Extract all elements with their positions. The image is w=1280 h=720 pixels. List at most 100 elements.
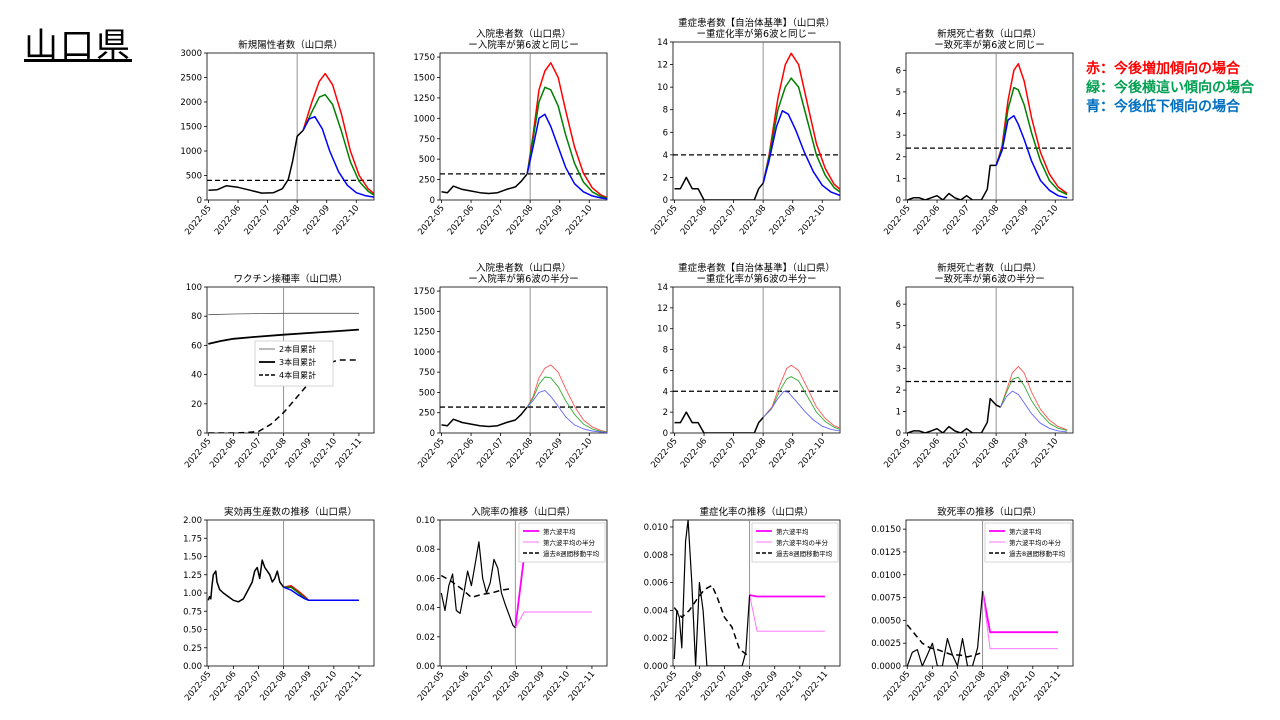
x-tick-label: 2022-11 <box>334 670 364 704</box>
y-tick-label: 0.0050 <box>871 616 901 626</box>
y-tick-label: 0 <box>896 429 901 439</box>
y-tick-label: 1 <box>896 408 901 418</box>
chart-6: 入院患者数（山口県）ー入院率が第6波の半分ー 0 250 500 750 1000 1250… <box>413 262 608 471</box>
x-tick-label: 2022-10 <box>1030 437 1060 471</box>
x-tick-label: 2022-10 <box>331 204 361 238</box>
y-tick-label: 0.0100 <box>871 571 901 581</box>
y-tick-label: 0.00 <box>416 662 435 672</box>
y-tick-label: 0.0000 <box>871 662 901 672</box>
y-tick-label: 1.50 <box>183 553 202 563</box>
chart-1: 新規陽性者数（山口県） 0 500 1000 1500 2000 2500 3000 2022-… <box>180 39 375 238</box>
y-tick-label: 4 <box>896 110 901 120</box>
series-line-0 <box>441 173 528 195</box>
x-tick-label: 2022-08 <box>738 437 768 471</box>
x-tick-label: 2022-09 <box>1001 437 1031 471</box>
y-tick-label: 0.006 <box>644 579 668 589</box>
y-tick-label: 0.002 <box>644 634 668 644</box>
y-tick-label: 1000 <box>413 348 435 358</box>
series-line-0 <box>907 397 1001 433</box>
x-tick-label: 2022-07 <box>708 204 738 238</box>
x-tick-label: 2022-09 <box>1001 204 1031 238</box>
y-tick-label: 6 <box>896 300 901 310</box>
chart-10: 入院率の推移（山口県） 0.00 0.02 0.04 0.06 0.08 0.10 2022-… <box>416 506 608 703</box>
series-line-第六波平均 <box>749 594 825 598</box>
legend-label: 第六波平均の半分 <box>543 538 596 547</box>
series-line-0 <box>441 406 528 428</box>
y-tick-label: 1 <box>896 174 901 184</box>
series-line-2本目累計 <box>208 312 359 316</box>
series-line-過去8週間移動平均 <box>906 624 981 658</box>
series-line-0 <box>907 164 997 200</box>
series-line-第六波平均の半分 <box>749 595 825 632</box>
x-tick-label: 2022-05 <box>649 437 679 471</box>
x-tick-label: 2022-05 <box>183 204 213 238</box>
legend-label: 第六波平均 <box>543 527 576 536</box>
y-tick-label: 0.50 <box>183 626 202 636</box>
x-tick-label: 2022-06 <box>912 437 942 471</box>
y-tick-label: 500 <box>419 388 435 398</box>
series-line-3 <box>283 586 359 602</box>
y-tick-label: 0.0125 <box>871 548 901 558</box>
y-tick-label: 1000 <box>413 114 435 124</box>
y-tick-label: 750 <box>419 368 435 378</box>
x-tick-label: 2022-07 <box>475 437 505 471</box>
y-tick-label: 0 <box>430 429 435 439</box>
y-tick-label: 0 <box>663 196 668 206</box>
page-title: 山口県 <box>24 26 132 66</box>
y-tick-label: 0 <box>663 429 668 439</box>
legend-label: 第六波平均 <box>776 527 809 536</box>
chart-title: 重症化率の推移（山口県） <box>699 506 813 518</box>
y-tick-label: 14 <box>657 38 668 48</box>
x-tick-label: 2022-06 <box>912 204 942 238</box>
series-line-2 <box>762 376 840 430</box>
y-tick-label: 10 <box>657 83 668 93</box>
y-tick-label: 2 <box>663 408 668 418</box>
note-line-red: 赤：今後増加傾向の場合 <box>1086 61 1240 77</box>
y-tick-label: 80 <box>191 312 202 322</box>
chart-title: 新規死亡者数（山口県） <box>937 262 1042 274</box>
series-line-1 <box>762 52 840 191</box>
y-tick-label: 5 <box>896 322 901 332</box>
series-line-3 <box>762 390 840 432</box>
y-tick-label: 2000 <box>180 98 202 108</box>
y-tick-label: 40 <box>191 371 202 381</box>
chart-title: 入院患者数（山口県） <box>476 262 571 274</box>
series-line-3 <box>1000 390 1068 433</box>
chart-title: ワクチン接種率（山口県） <box>233 273 347 285</box>
plot-frame <box>206 52 375 201</box>
legend-label: 過去8週間移動平均 <box>543 549 600 558</box>
y-tick-label: 1250 <box>413 94 435 104</box>
y-tick-label: 0.04 <box>416 604 435 614</box>
x-tick-label: 2022-06 <box>213 204 243 238</box>
y-tick-label: 1.25 <box>183 571 202 581</box>
series-line-1 <box>1000 365 1068 431</box>
y-tick-label: 0.004 <box>644 606 668 616</box>
y-tick-label: 12 <box>657 61 668 71</box>
y-tick-label: 4 <box>896 343 901 353</box>
series-line-0 <box>208 129 304 194</box>
y-tick-label: 1.00 <box>183 589 202 599</box>
y-tick-label: 5 <box>896 88 901 98</box>
series-line-3 <box>673 520 751 666</box>
series-line-2 <box>1000 376 1068 431</box>
chart-title: 重症患者数【自治体基準】（山口県） <box>678 17 835 29</box>
legend-label: 第六波平均の半分 <box>1009 538 1062 547</box>
legend-box <box>518 522 606 563</box>
series-line-2 <box>302 93 374 196</box>
chart-title: 重症患者数【自治体基準】（山口県） <box>678 262 835 274</box>
x-tick-label: 2022-08 <box>505 204 535 238</box>
y-tick-label: 0.75 <box>183 607 202 617</box>
y-tick-label: 0.00 <box>183 662 202 672</box>
legend-label: 過去8週間移動平均 <box>1009 549 1066 558</box>
y-tick-label: 1.75 <box>183 534 202 544</box>
y-tick-label: 2 <box>663 173 668 183</box>
x-tick-label: 2022-05 <box>882 437 912 471</box>
chart-title: 入院患者数（山口県） <box>476 28 571 40</box>
x-tick-label: 2022-09 <box>302 204 332 238</box>
x-tick-label: 2022-09 <box>535 204 565 238</box>
legend-label: 2本目累計 <box>279 344 316 354</box>
y-tick-label: 1000 <box>180 147 202 157</box>
y-tick-label: 100 <box>186 283 202 293</box>
